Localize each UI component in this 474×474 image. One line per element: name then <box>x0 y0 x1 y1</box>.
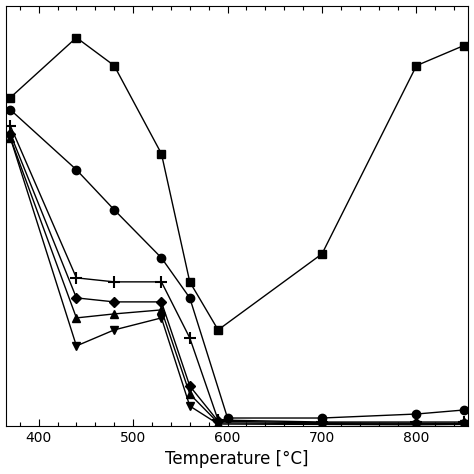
X-axis label: Temperature [°C]: Temperature [°C] <box>165 450 309 468</box>
